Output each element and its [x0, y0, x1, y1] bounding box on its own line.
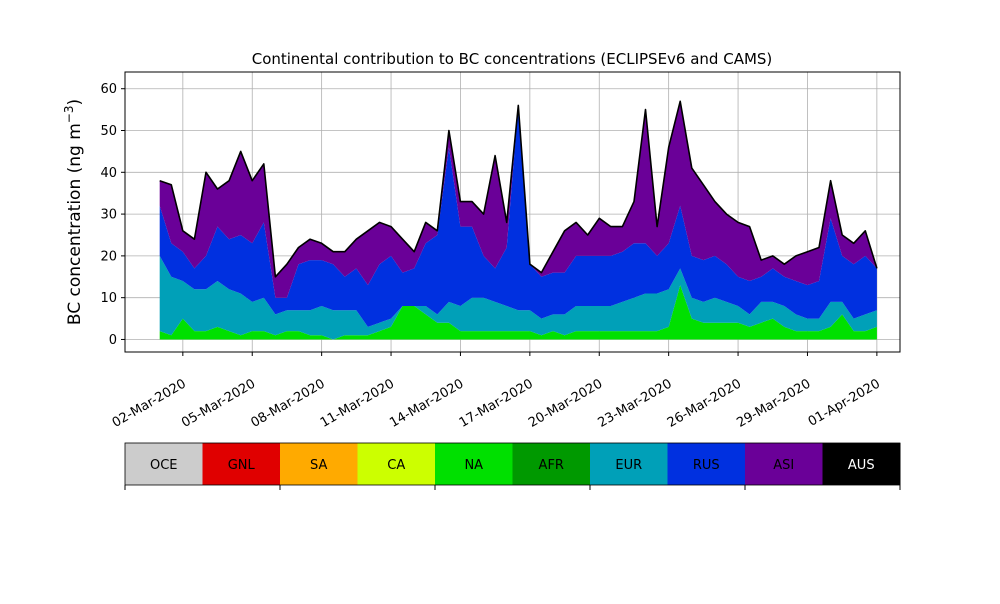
- x-tick-label: 26-Mar-2020: [665, 376, 744, 430]
- area-series-asi: [159, 101, 877, 298]
- y-tick-label: 20: [100, 249, 117, 264]
- x-tick-label: 05-Mar-2020: [179, 376, 258, 430]
- x-tick-label: 17-Mar-2020: [457, 376, 536, 430]
- chart-title: Continental contribution to BC concentra…: [252, 50, 773, 68]
- y-axis-label: BC concentration (ng m−3): [62, 99, 85, 325]
- area-series-na: [159, 285, 877, 340]
- legend-label-sa: SA: [310, 458, 327, 473]
- y-tick-label: 10: [100, 291, 117, 306]
- total-line-layer: [159, 100, 878, 278]
- area-layer: [159, 101, 877, 340]
- area-series-rus: [159, 105, 877, 327]
- legend-label-asi: ASI: [773, 458, 794, 473]
- legend-swatch-ca: [357, 443, 436, 485]
- y-tick-label: 40: [100, 166, 117, 181]
- x-tick-label: 11-Mar-2020: [318, 376, 397, 430]
- legend-frame: [124, 442, 901, 486]
- x-axis: 02-Mar-202005-Mar-202008-Mar-202011-Mar-…: [110, 352, 883, 431]
- region-legend: OCE GNL SA CA NA AFR EUR RUS ASI AUS: [124, 442, 901, 490]
- y-tick-label: 50: [100, 124, 117, 139]
- legend-swatch-eur: [590, 443, 668, 485]
- legend-label-na: NA: [464, 458, 483, 473]
- plot-frame: [124, 71, 901, 353]
- x-tick-label: 14-Mar-2020: [387, 376, 466, 430]
- x-tick-label: 08-Mar-2020: [249, 376, 328, 430]
- total-concentration-line: [159, 100, 878, 278]
- legend-swatch-gnl: [202, 443, 281, 485]
- legend-label-oce: OCE: [150, 458, 178, 473]
- legend-label-afr: AFR: [539, 458, 564, 473]
- y-tick-label: 0: [109, 333, 117, 348]
- legend-swatch-sa: [280, 443, 358, 485]
- legend-swatch-rus: [667, 443, 746, 485]
- legend-swatch-aus: [822, 443, 901, 485]
- x-tick-label: 20-Mar-2020: [526, 376, 605, 430]
- x-tick-label: 23-Mar-2020: [596, 376, 675, 430]
- legend-swatch-afr: [512, 443, 591, 485]
- x-tick-label: 01-Apr-2020: [806, 376, 883, 429]
- legend-label-gnl: GNL: [228, 458, 256, 473]
- y-axis: 0 10 20 30 40 50 60: [100, 82, 125, 348]
- legend-label-ca: CA: [387, 458, 405, 473]
- legend-label-aus: AUS: [848, 458, 875, 473]
- legend-label-rus: RUS: [693, 458, 720, 473]
- x-tick-label: 29-Mar-2020: [734, 376, 813, 430]
- x-tick-label: 02-Mar-2020: [110, 376, 189, 430]
- legend-swatch-na: [435, 443, 513, 485]
- legend-swatch-oce: [125, 443, 203, 485]
- y-tick-label: 30: [100, 208, 117, 223]
- y-tick-label: 60: [100, 82, 117, 97]
- legend-label-eur: EUR: [615, 458, 642, 473]
- area-series-eur: [159, 255, 877, 340]
- legend-swatch-asi: [745, 443, 823, 485]
